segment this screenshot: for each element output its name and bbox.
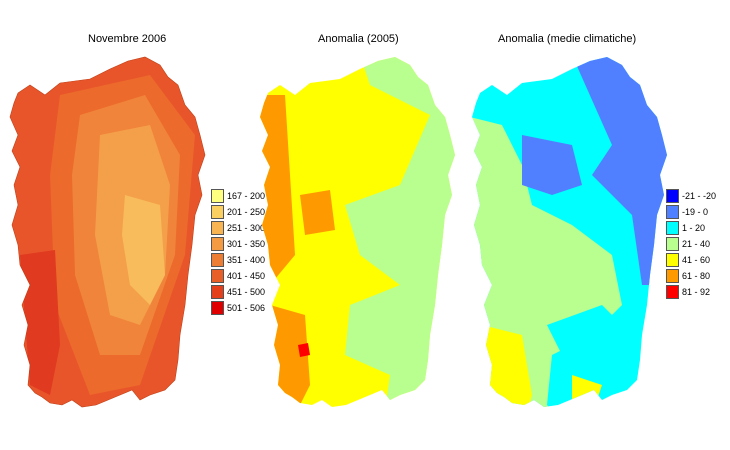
legend-item: 451 - 500: [211, 284, 265, 300]
zone-81-92: [298, 343, 310, 357]
legend-swatch: [211, 253, 224, 267]
island-outline: [9, 56, 206, 408]
map-sardinia-anomaly-climate: [472, 57, 667, 407]
panel-title: Anomalia (2005): [318, 33, 399, 45]
legend-item: 1 - 20: [666, 220, 716, 236]
legend-label: 1 - 20: [682, 223, 706, 233]
legend-label: 41 - 60: [682, 255, 711, 265]
legend-label: 301 - 350: [227, 239, 266, 249]
legend-swatch: [666, 253, 679, 267]
zone-41-60-south: [482, 325, 532, 407]
legend-swatch: [666, 221, 679, 235]
legend-swatch: [666, 189, 679, 203]
panel-title: Anomalia (medie climatiche): [498, 33, 637, 45]
legend-swatch: [211, 285, 224, 299]
zone-61-80-center: [300, 190, 335, 235]
legend-item: 61 - 80: [666, 268, 716, 284]
zone-1-20-se: [547, 305, 632, 375]
legend-label: 451 - 500: [227, 287, 266, 297]
legend-label: 167 - 200: [227, 191, 266, 201]
legend-label: -21 - -20: [682, 191, 717, 201]
legend-item: 21 - 40: [666, 236, 716, 252]
legend-label: 401 - 450: [227, 271, 266, 281]
legend-item: -21 - -20: [666, 188, 716, 204]
map-sardinia-rainfall: [9, 56, 206, 408]
legend-item: 251 - 300: [211, 220, 265, 236]
legend-label: 81 - 92: [682, 287, 711, 297]
legend-label: 201 - 250: [227, 207, 266, 217]
legend-label: 501 - 506: [227, 303, 266, 313]
legend-item: 301 - 350: [211, 236, 265, 252]
legend-label: 351 - 400: [227, 255, 266, 265]
legend-rainfall: 167 - 200 201 - 250 251 - 300 301 - 350 …: [211, 188, 265, 316]
zone-19-0-ne: [572, 57, 667, 285]
legend-swatch: [666, 237, 679, 251]
legend-swatch: [666, 269, 679, 283]
zone-19-0-center: [522, 135, 582, 195]
legend-anomaly: -21 - -20 -19 - 0 1 - 20 21 - 40 41 - 60…: [666, 188, 716, 300]
legend-swatch: [666, 205, 679, 219]
legend-item: -19 - 0: [666, 204, 716, 220]
legend-label: 21 - 40: [682, 239, 711, 249]
legend-item: 167 - 200: [211, 188, 265, 204]
legend-swatch: [666, 285, 679, 299]
map-sardinia-anomaly-2005: [260, 57, 455, 407]
legend-label: 61 - 80: [682, 271, 711, 281]
legend-item: 401 - 450: [211, 268, 265, 284]
legend-label: -19 - 0: [682, 207, 709, 217]
panel-title: Novembre 2006: [88, 33, 167, 45]
legend-item: 351 - 400: [211, 252, 265, 268]
legend-item: 501 - 506: [211, 300, 265, 316]
zone-451-500: [20, 250, 60, 395]
legend-item: 81 - 92: [666, 284, 716, 300]
legend-item: 41 - 60: [666, 252, 716, 268]
legend-swatch: [211, 189, 224, 203]
legend-swatch: [211, 301, 224, 315]
legend-label: 251 - 300: [227, 223, 266, 233]
legend-item: 201 - 250: [211, 204, 265, 220]
legend-swatch: [211, 205, 224, 219]
legend-swatch: [211, 269, 224, 283]
legend-swatch: [211, 221, 224, 235]
zone-41-60-north: [320, 105, 390, 145]
zone-251-300: [122, 195, 165, 305]
legend-swatch: [211, 237, 224, 251]
